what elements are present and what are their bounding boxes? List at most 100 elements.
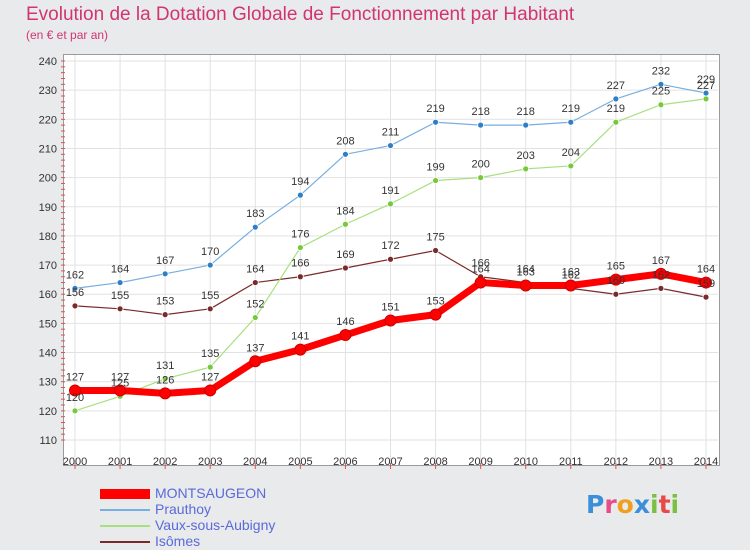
legend-swatch-prauthoy bbox=[100, 509, 150, 511]
legend-swatch-isomes bbox=[100, 541, 150, 543]
data-label: 219 bbox=[607, 103, 625, 115]
data-label: 164 bbox=[111, 264, 129, 276]
data-label: 153 bbox=[426, 296, 444, 308]
data-point bbox=[387, 255, 394, 263]
data-label: 137 bbox=[246, 342, 264, 354]
data-label: 141 bbox=[291, 331, 309, 343]
legend-item-prauthoy: Prauthoy bbox=[100, 501, 360, 518]
data-point bbox=[564, 279, 577, 292]
data-point bbox=[342, 150, 349, 158]
data-label: 126 bbox=[156, 374, 174, 386]
x-tick-label: 2009 bbox=[468, 456, 492, 468]
data-label: 194 bbox=[291, 176, 309, 188]
data-label: 166 bbox=[471, 258, 489, 270]
data-point bbox=[567, 162, 575, 170]
data-point bbox=[477, 121, 485, 129]
data-point bbox=[339, 329, 352, 342]
y-tick-label: 170 bbox=[39, 260, 57, 272]
data-point bbox=[296, 244, 304, 251]
data-label: 151 bbox=[381, 301, 399, 313]
data-label: 167 bbox=[652, 255, 670, 267]
data-point bbox=[387, 200, 394, 208]
data-label: 155 bbox=[201, 290, 219, 302]
y-tick-label: 110 bbox=[39, 435, 57, 447]
data-label: 219 bbox=[426, 103, 444, 115]
data-label: 200 bbox=[471, 159, 489, 171]
logo-letter: o bbox=[616, 490, 634, 519]
data-point bbox=[609, 273, 622, 286]
data-label: 162 bbox=[562, 269, 580, 281]
logo-letter: x bbox=[633, 490, 650, 519]
data-point bbox=[296, 191, 304, 199]
y-tick-label: 240 bbox=[39, 56, 57, 68]
legend-label-vaux-sous-aubigny: Vaux-sous-Aubigny bbox=[155, 517, 276, 533]
data-point bbox=[294, 343, 307, 356]
legend-item-isomes: Isômes bbox=[100, 533, 360, 550]
logo-letter: t bbox=[658, 490, 671, 519]
data-point bbox=[159, 387, 172, 400]
legend-swatch-montsaugeon bbox=[100, 489, 150, 499]
data-label: 227 bbox=[697, 80, 715, 92]
legend-label-montsaugeon: MONTSAUGEON bbox=[155, 485, 267, 501]
data-label: 127 bbox=[201, 371, 219, 383]
x-tick-label: 2014 bbox=[694, 456, 718, 468]
data-point bbox=[206, 261, 214, 269]
legend-swatch-vaux-sous-aubigny bbox=[100, 525, 150, 527]
data-label: 127 bbox=[66, 371, 84, 383]
data-point bbox=[522, 165, 530, 173]
y-tick-label: 120 bbox=[39, 406, 57, 418]
data-point bbox=[116, 279, 124, 286]
legend-label-isomes: Isômes bbox=[155, 533, 201, 549]
x-tick-label: 2003 bbox=[198, 456, 222, 468]
legend-item-vaux-sous-aubigny: Vaux-sous-Aubigny bbox=[100, 517, 360, 534]
data-point bbox=[612, 290, 620, 298]
x-tick-label: 2005 bbox=[288, 456, 312, 468]
data-label: 191 bbox=[381, 185, 399, 197]
data-label: 164 bbox=[471, 264, 489, 276]
data-point bbox=[657, 101, 665, 109]
data-label: 219 bbox=[562, 103, 580, 115]
logo-letter: r bbox=[604, 490, 617, 519]
data-label: 131 bbox=[156, 360, 174, 372]
data-label: 146 bbox=[336, 316, 354, 328]
data-label: 227 bbox=[607, 80, 625, 92]
data-label: 153 bbox=[156, 296, 174, 308]
axes: 110 120 130 140 150 160 170 180 190 200 210 220 230 2… bbox=[39, 56, 718, 469]
x-tick-label: 2008 bbox=[423, 456, 447, 468]
y-tick-label: 220 bbox=[39, 114, 57, 126]
data-label: 172 bbox=[381, 240, 399, 252]
legend-label-prauthoy: Prauthoy bbox=[155, 501, 212, 517]
x-tick-label: 2012 bbox=[604, 456, 628, 468]
data-label: 127 bbox=[111, 371, 129, 383]
y-tick-label: 190 bbox=[39, 202, 57, 214]
data-label: 162 bbox=[652, 269, 670, 281]
data-point bbox=[700, 276, 712, 289]
data-point bbox=[519, 279, 532, 292]
data-point bbox=[567, 118, 575, 126]
x-tick-label: 2011 bbox=[559, 456, 583, 468]
y-tick-label: 130 bbox=[39, 377, 57, 389]
data-label: 232 bbox=[652, 65, 670, 77]
data-point bbox=[251, 223, 259, 231]
data-label: 225 bbox=[652, 86, 670, 98]
data-label: 155 bbox=[111, 290, 129, 302]
data-label: 218 bbox=[471, 106, 489, 118]
data-point bbox=[522, 121, 530, 129]
data-point bbox=[432, 177, 439, 184]
data-point bbox=[702, 293, 710, 301]
x-tick-label: 2002 bbox=[153, 456, 177, 468]
data-label: 175 bbox=[426, 232, 444, 244]
data-label: 218 bbox=[517, 106, 535, 118]
y-tick-label: 180 bbox=[39, 231, 57, 243]
y-tick-label: 140 bbox=[39, 348, 57, 360]
data-point bbox=[251, 279, 259, 286]
logo-letter: P bbox=[586, 490, 605, 519]
legend: MONTSAUGEON Prauthoy Vaux-sous-Aubigny I… bbox=[100, 485, 360, 550]
data-label: 203 bbox=[517, 150, 535, 162]
data-point bbox=[71, 302, 79, 310]
data-label: 184 bbox=[336, 205, 354, 217]
data-label: 156 bbox=[66, 287, 84, 299]
data-point bbox=[657, 80, 665, 88]
